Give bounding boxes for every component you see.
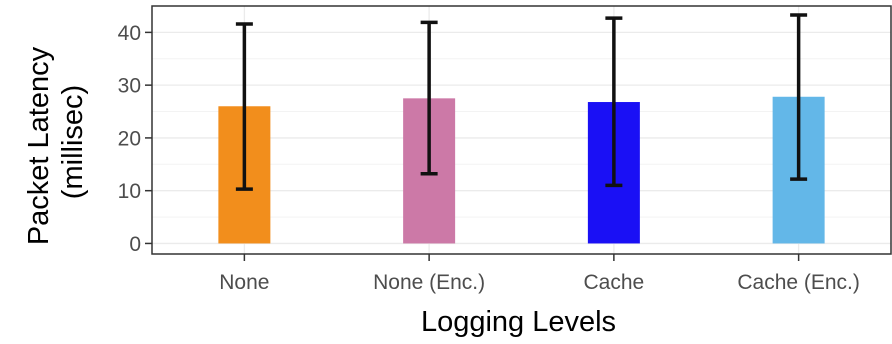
x-tick-label: None (219, 271, 269, 294)
y-tick-label: 30 (118, 75, 141, 98)
bars (218, 96, 825, 244)
y-tick-label: 20 (118, 127, 141, 150)
plot-panel-border (151, 5, 892, 255)
error-bar (235, 22, 253, 191)
x-tick-label: Cache (584, 271, 645, 294)
y-axis-title-line-1: Packet Latency (23, 46, 55, 245)
error-bar (605, 16, 623, 188)
y-axis-title: Packet Latency (millisec) (23, 39, 89, 245)
error-bar (790, 13, 808, 181)
x-axis: None None (Enc.) Cache Cache (Enc.) (219, 254, 860, 294)
x-axis-title: Logging Levels (421, 306, 616, 338)
y-axis-title-line-2: (millisec) (57, 85, 89, 199)
error-bars (235, 13, 808, 191)
error-bar (420, 20, 438, 176)
y-tick-label: 40 (118, 22, 141, 45)
y-tick-label: 0 (129, 233, 141, 256)
y-axis: 0 10 20 30 40 (118, 22, 152, 256)
x-tick-label: None (Enc.) (373, 271, 485, 294)
x-tick-label: Cache (Enc.) (737, 271, 860, 294)
y-tick-label: 10 (118, 180, 141, 203)
